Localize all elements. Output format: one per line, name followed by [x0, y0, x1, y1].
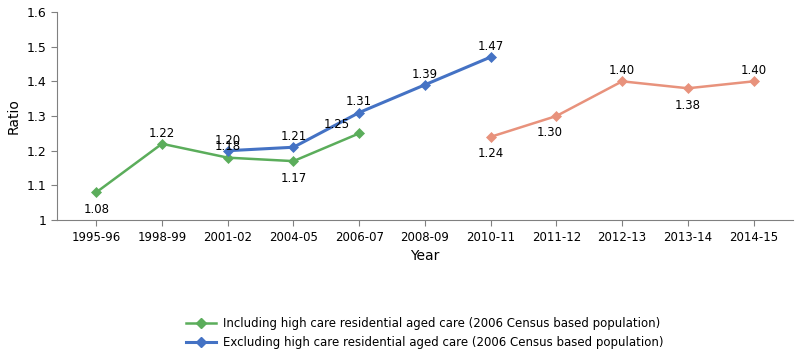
Text: 1.47: 1.47 [478, 40, 504, 53]
Text: 1.38: 1.38 [675, 99, 701, 112]
Text: 1.30: 1.30 [537, 126, 563, 140]
Excluding high care residential aged care (2011 Census based population) [486, 135, 495, 139]
Text: 1.25: 1.25 [323, 118, 350, 131]
Text: 1.39: 1.39 [412, 68, 438, 81]
Text: 1.31: 1.31 [346, 95, 372, 108]
Excluding high care residential aged care (2011 Census based population) [618, 79, 627, 83]
Legend: Including high care residential aged care (2006 Census based population), Exclud: Including high care residential aged car… [182, 313, 667, 355]
Text: 1.08: 1.08 [83, 203, 110, 216]
Line: Excluding high care residential aged care (2006 Census based population): Excluding high care residential aged car… [224, 54, 494, 154]
Excluding high care residential aged care (2011 Census based population) [683, 86, 693, 91]
Text: 1.20: 1.20 [214, 133, 241, 147]
Text: 1.18: 1.18 [214, 141, 241, 153]
Line: Excluding high care residential aged care (2011 Census based population): Excluding high care residential aged car… [487, 78, 757, 140]
Text: 1.40: 1.40 [741, 64, 766, 77]
Excluding high care residential aged care (2006 Census based population) [486, 55, 495, 59]
Text: 1.17: 1.17 [280, 171, 306, 185]
Including high care residential aged care (2006 Census based population) [223, 155, 233, 160]
Line: Including high care residential aged care (2006 Census based population): Including high care residential aged car… [93, 130, 362, 196]
Including high care residential aged care (2006 Census based population) [91, 190, 101, 195]
Excluding high care residential aged care (2006 Census based population) [354, 110, 364, 115]
Excluding high care residential aged care (2006 Census based population) [420, 83, 430, 87]
Text: 1.21: 1.21 [280, 130, 306, 143]
Excluding high care residential aged care (2011 Census based population) [749, 79, 758, 83]
Excluding high care residential aged care (2011 Census based population) [551, 114, 561, 118]
Including high care residential aged care (2006 Census based population) [157, 142, 166, 146]
X-axis label: Year: Year [410, 249, 440, 263]
Text: 1.22: 1.22 [149, 127, 175, 140]
Text: 1.24: 1.24 [478, 147, 504, 160]
Including high care residential aged care (2006 Census based population) [289, 159, 298, 163]
Excluding high care residential aged care (2006 Census based population) [289, 145, 298, 149]
Text: 1.40: 1.40 [609, 64, 635, 77]
Y-axis label: Ratio: Ratio [7, 98, 21, 134]
Including high care residential aged care (2006 Census based population) [354, 131, 364, 136]
Excluding high care residential aged care (2006 Census based population) [223, 149, 233, 153]
